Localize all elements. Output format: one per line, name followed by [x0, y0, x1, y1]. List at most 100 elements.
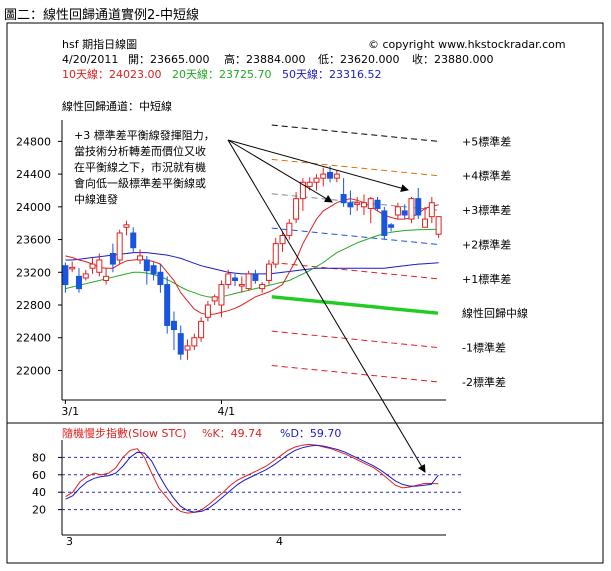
candle-body-down [381, 210, 388, 236]
candle-body-down [232, 277, 239, 281]
channel-band-label: 線性回歸中線 [462, 306, 528, 320]
ma20-legend: 20天線：23725.70 [172, 67, 271, 81]
candle-body-up [259, 284, 266, 290]
candle-body-up [265, 263, 272, 281]
header-low: 低：23620.000 [318, 53, 400, 66]
annotation-arrows [227, 139, 426, 473]
candle-body-up [394, 206, 401, 216]
candle-body-up [198, 320, 205, 339]
candle-body-down [401, 210, 408, 216]
regression-center-line [271, 295, 439, 315]
candle [204, 300, 211, 322]
candle-body-up [116, 232, 123, 261]
copyright-text: © copyright www.hkstockradar.com [368, 38, 566, 51]
price-y-tick-label: 24800 [16, 135, 51, 148]
stc-d-label: %D：59.70 [280, 427, 341, 440]
candle [428, 197, 435, 224]
candle-body-up [218, 284, 225, 306]
channel-band-line [271, 227, 439, 245]
candle [360, 194, 367, 215]
channel-band-line [271, 193, 439, 211]
ma50-line [65, 252, 439, 275]
candle [388, 223, 395, 232]
candlesticks [62, 165, 442, 360]
candle-body-down [62, 265, 69, 286]
candle-body-down [170, 320, 177, 331]
candle-body-up [137, 255, 144, 261]
candle-body-down [347, 202, 354, 208]
candle-body-up [89, 263, 96, 269]
candle [218, 280, 225, 318]
price-y-tick-label: 22400 [16, 332, 51, 345]
candle-body-up [279, 234, 286, 245]
candle-body-up [408, 198, 415, 220]
candle-body-up [211, 296, 218, 302]
stc-panel-frame [6, 422, 604, 564]
candle-body-up [333, 173, 340, 179]
candle [123, 220, 130, 236]
figure-title: 圖二：線性回歸通道實例2-中短線 [4, 8, 199, 23]
channel-band-line [271, 124, 439, 142]
header-high: 高：23884.000 [224, 52, 306, 66]
stc-plot: 80 60 40 20 3 4 [32, 440, 462, 548]
candle [245, 270, 252, 291]
channel-band-label: +1標準差 [462, 272, 511, 286]
candle [89, 257, 96, 274]
candle [333, 170, 340, 183]
channel-band-line [271, 330, 439, 349]
annotation-line: 中線進發 [74, 192, 118, 206]
header-date: 4/20/2011 [62, 53, 118, 66]
candle [367, 197, 374, 224]
candle [415, 188, 422, 220]
stc-y-tick-label: 40 [32, 486, 46, 499]
stc-d-line [65, 444, 439, 513]
candle-body-down [415, 198, 422, 216]
candle-body-up [435, 216, 442, 235]
price-axis: 24800 24400 24000 23600 23200 22800 22400 22000… [16, 120, 446, 418]
channel-title: 線性回歸通道：中短線 [62, 99, 172, 113]
channel-band-label: -2標準差 [462, 375, 506, 389]
candle-body-up [238, 284, 245, 287]
candle [116, 229, 123, 265]
channel-band-label: +3標準差 [462, 203, 511, 217]
candle-body-down [388, 224, 395, 228]
candle-body-down [143, 259, 150, 272]
candle-body-up [360, 202, 367, 208]
candle-body-down [252, 273, 259, 281]
candle [143, 255, 150, 285]
candle [164, 276, 171, 334]
candle [299, 178, 306, 211]
stc-title: 隨機慢步指數(Slow STC) [62, 426, 187, 440]
candle-body-up [313, 177, 320, 183]
candle [130, 227, 137, 252]
channel-band-label: -1標準差 [462, 341, 506, 355]
candle-body-down [340, 194, 347, 204]
stc-k-label: %K：49.74 [202, 427, 262, 440]
header-close: 收：23880.000 [412, 52, 494, 66]
price-y-tick-label: 24000 [16, 201, 51, 214]
stc-y-tick-label: 80 [32, 451, 46, 464]
candle [272, 237, 279, 269]
candle [252, 269, 259, 284]
candle [232, 273, 239, 287]
candle-body-up [272, 243, 279, 265]
chart-subtitle: hsf 期指日線圖 [62, 37, 137, 51]
price-y-tick-label: 23200 [16, 266, 51, 279]
candle [238, 276, 245, 293]
annotation-line: 在平衡線之下，市況就有機 [74, 160, 206, 174]
candle [225, 269, 232, 289]
candle [394, 202, 401, 220]
candle [347, 190, 354, 215]
candle-body-up [184, 345, 191, 351]
candle [170, 311, 177, 350]
candle-body-up [293, 198, 300, 220]
candle [109, 243, 116, 273]
candle [137, 249, 144, 265]
candle [286, 219, 293, 240]
price-x-tick-label: 3/1 [61, 405, 79, 418]
channel-band-label: +2標準差 [462, 237, 511, 251]
candle [293, 192, 300, 224]
candle [191, 333, 198, 350]
candle [340, 178, 347, 207]
